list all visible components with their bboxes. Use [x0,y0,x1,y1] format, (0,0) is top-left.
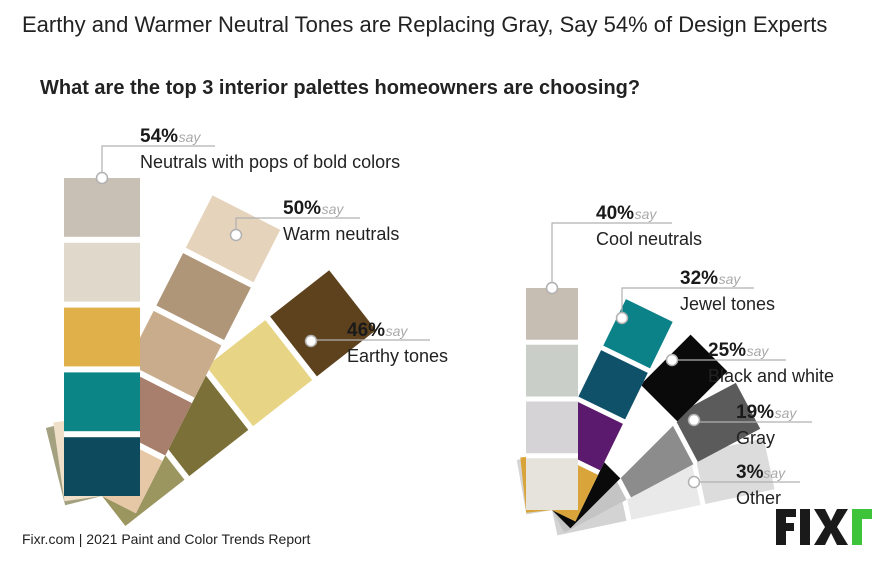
say-label: say [775,405,798,421]
value-label: 54% [140,126,178,147]
series-label-1: 54% say Neutrals with pops of bold colors [95,126,400,185]
category-label: Jewel tones [680,294,775,314]
value-label: 25% [708,340,746,361]
swatch-chip [64,178,140,237]
leader-dot [665,353,679,367]
category-label: Earthy tones [347,346,448,366]
category-label: Other [736,488,781,508]
series-label-2: 50% say Warm neutrals [229,198,399,244]
value-label: 40% [596,203,634,224]
fixr-logo [776,509,872,545]
series-label-1: 40% say Cool neutrals [545,203,702,295]
say-label: say [179,129,202,145]
leader-dot [304,334,318,348]
swatch-chip [64,372,140,432]
source-note: Fixr.com | 2021 Paint and Color Trends R… [22,531,311,547]
swatch-chip [270,270,376,377]
chart-subtitle: What are the top 3 interior palettes hom… [40,77,641,99]
say-label: say [635,206,658,222]
swatch-chip [156,253,251,341]
value-label: 46% [347,320,385,341]
value-label: 3% [736,462,764,483]
category-label: Cool neutrals [596,229,702,249]
swatch-chip [578,350,648,420]
say-label: say [386,323,409,339]
leader-line [621,287,754,312]
swatch-chip [526,401,578,454]
swatch-chip [64,437,140,496]
series-label-5: 3% say Other [687,462,800,508]
value-label: 32% [680,268,718,289]
swatch-chip [206,320,313,427]
leader-dot [95,171,109,185]
series-label-3: 46% say Earthy tones [304,320,448,366]
swatch-chip [526,288,578,340]
swatch-chip [606,418,694,498]
swatch-strip-1 [64,178,140,496]
say-label: say [747,343,770,359]
series-label-2: 32% say Jewel tones [615,268,775,325]
category-label: Warm neutrals [283,224,399,244]
fan-chart-2 [516,288,775,536]
swatch-chip [64,242,140,302]
swatch-chip [64,307,140,367]
leader-line [101,145,215,172]
leader-dot [229,228,243,242]
leader-dot [545,281,559,295]
swatch-chip [126,310,222,398]
leader-line [235,217,360,229]
swatch-chip [526,344,578,397]
leader-dot [687,475,701,489]
category-label: Black and white [708,366,834,386]
say-label: say [322,201,345,217]
swatch-chip [694,438,775,504]
leader-dot [615,311,629,325]
chart-title: Earthy and Warmer Neutral Tones are Repl… [22,12,828,37]
category-label: Neutrals with pops of bold colors [140,152,400,172]
fan-chart-1 [45,178,376,526]
swatch-chip [526,458,578,510]
swatch-chip [587,388,674,475]
series-label-3: 25% say Black and white [665,340,834,386]
value-label: 50% [283,198,321,219]
leader-dot [687,413,701,427]
category-label: Gray [736,428,775,448]
say-label: say [719,271,742,287]
swatch-strip-1 [526,288,578,510]
say-label: say [763,465,786,481]
swatch-chip [640,334,728,422]
value-label: 19% [736,402,774,423]
leader-line [551,222,672,282]
